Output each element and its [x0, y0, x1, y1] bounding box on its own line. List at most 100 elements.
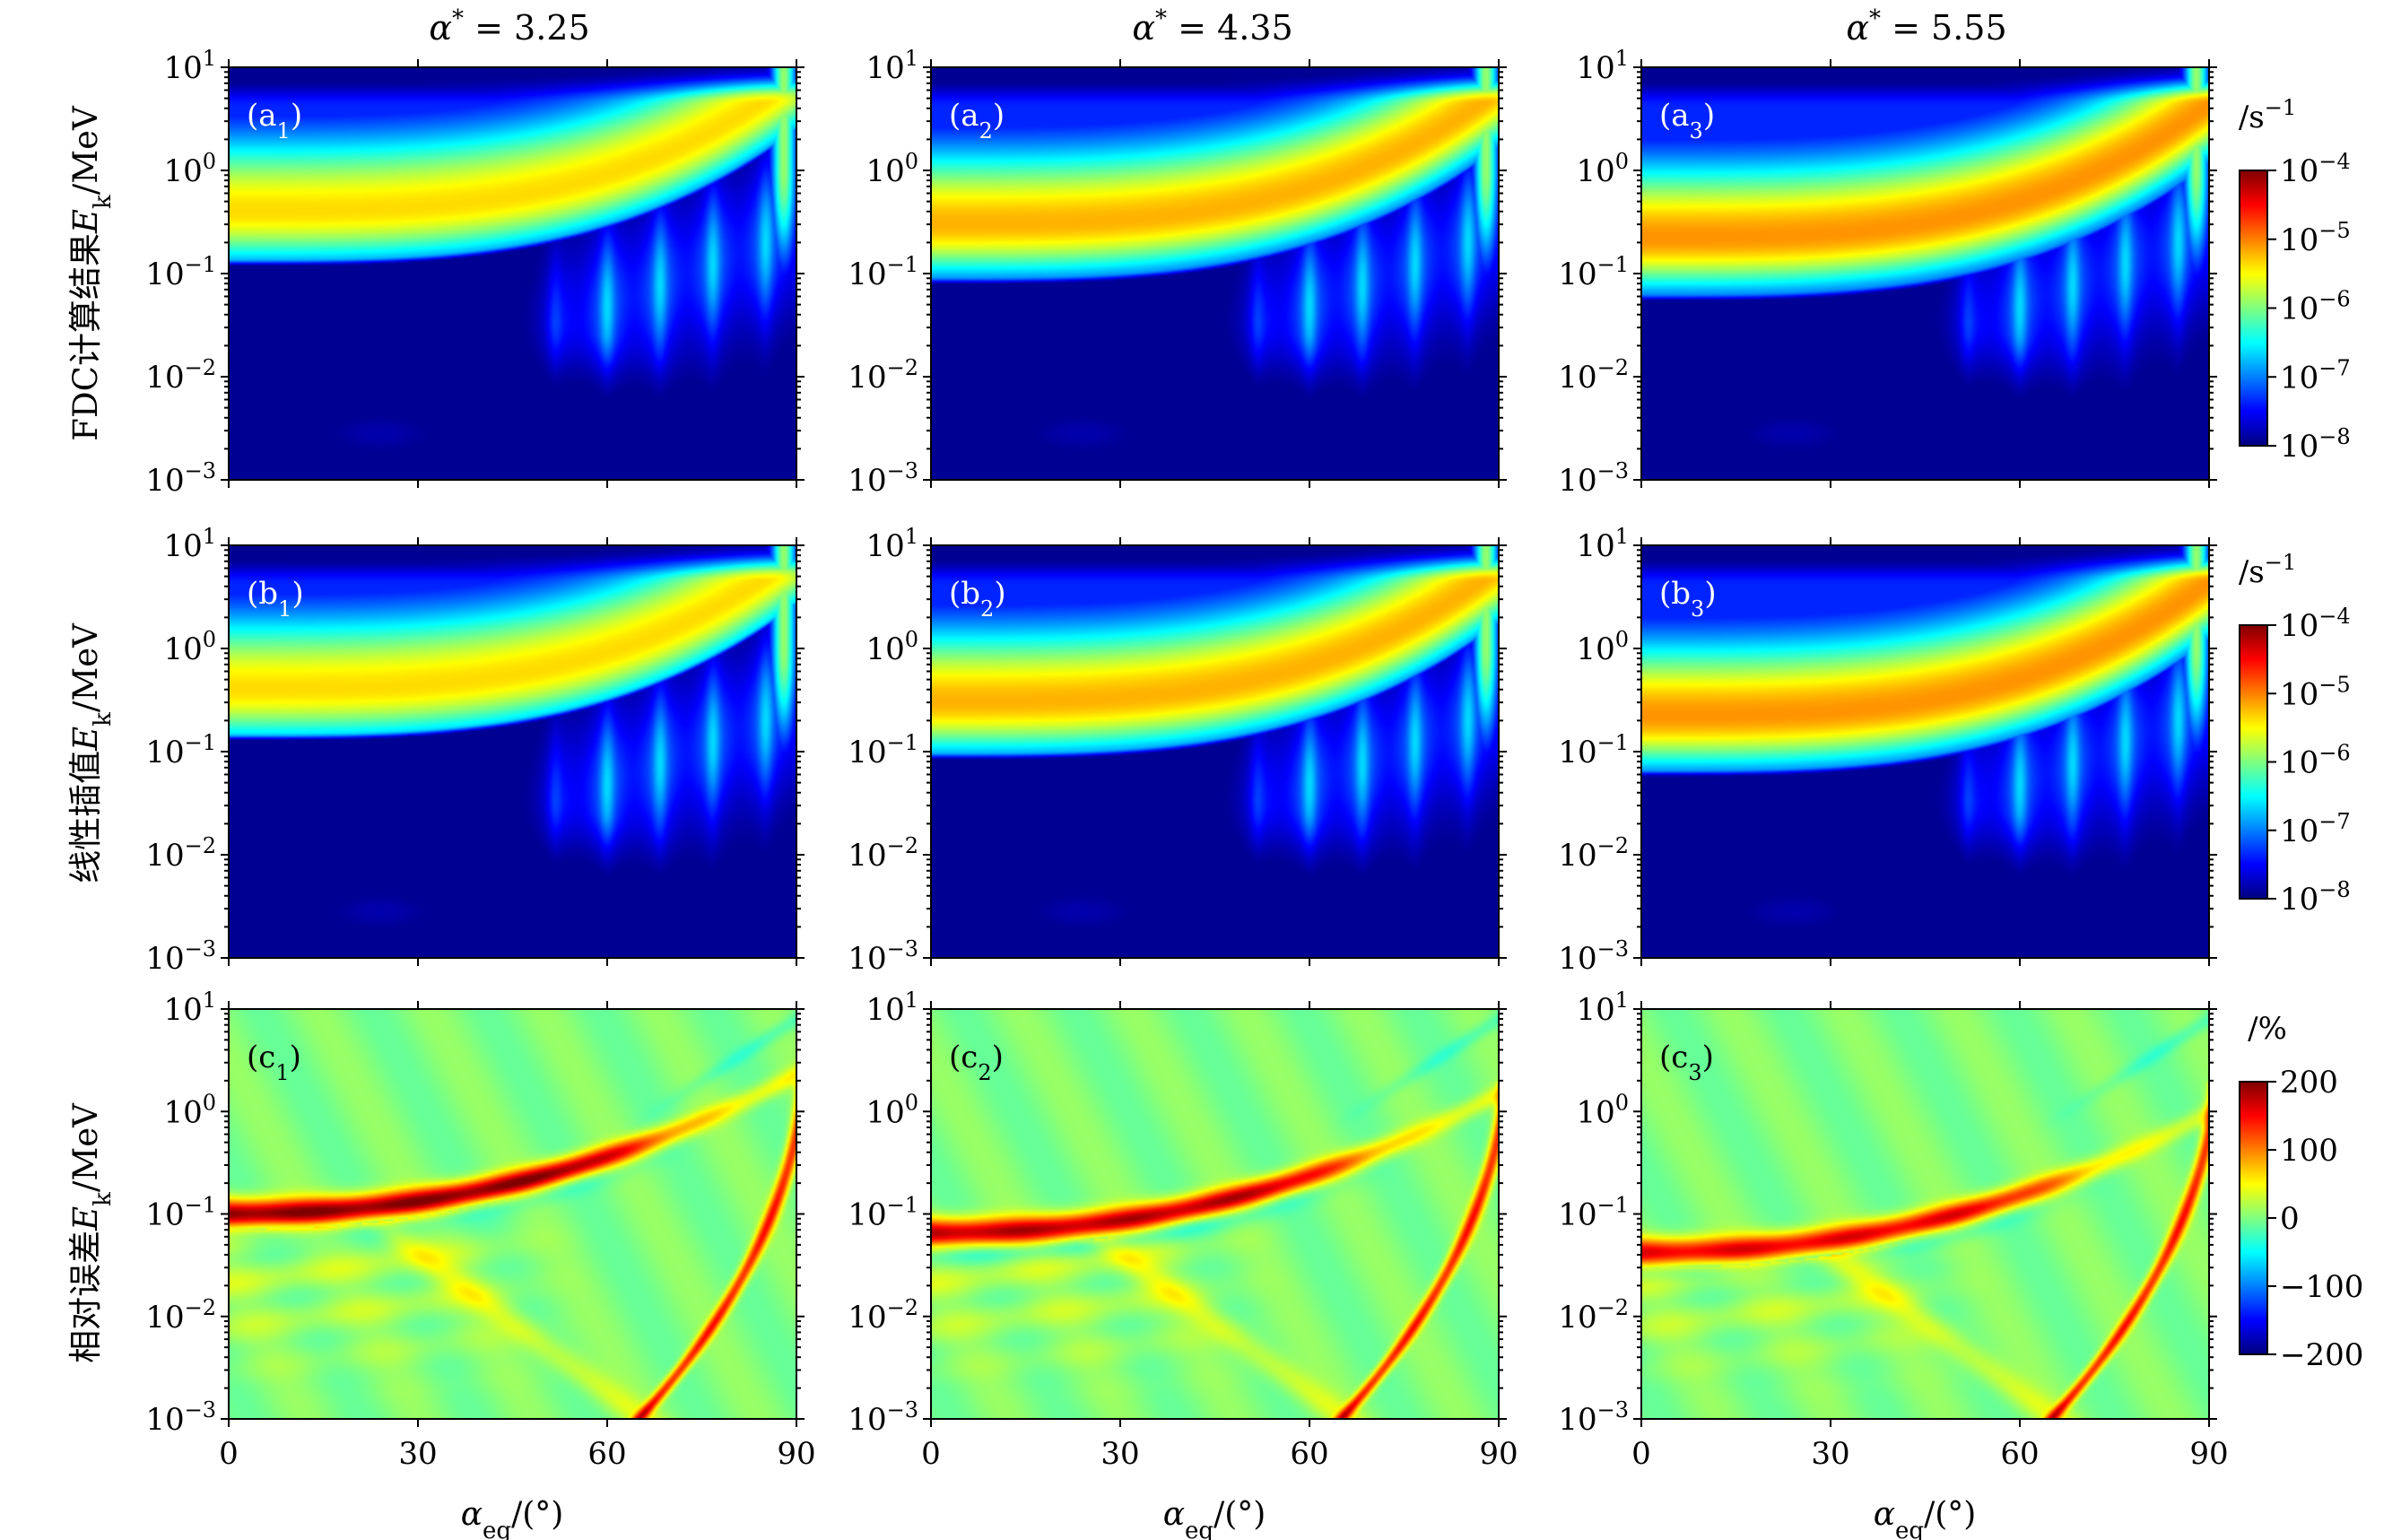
colorbar-tick-label: 10−7 — [2280, 355, 2351, 396]
y-tick-label: 10−2 — [1558, 1295, 1629, 1336]
y-tick-label: 10−3 — [848, 936, 918, 977]
y-tick-label: 10−3 — [1558, 458, 1629, 499]
x-axis-label-1: αeq/(°) — [461, 1496, 564, 1540]
y-tick-label: 10−3 — [145, 458, 216, 499]
y-tick-label: 10−2 — [848, 833, 918, 874]
heatmap-a1 — [229, 67, 796, 480]
heatmap-c1 — [229, 1009, 796, 1419]
heatmap-c2 — [931, 1009, 1499, 1419]
y-tick-label: 10−2 — [848, 1295, 918, 1336]
y-tick-label: 100 — [1576, 149, 1629, 189]
y-tick-label: 10−1 — [848, 1193, 918, 1233]
y-tick-label: 10−3 — [145, 1397, 216, 1438]
y-tick-label: 100 — [163, 149, 216, 189]
row-label-linear: 线性插值Ek/MeV — [66, 622, 117, 883]
y-tick-label: 100 — [1576, 627, 1629, 667]
panel-c2: (c2) — [930, 1008, 1500, 1420]
panel-a1: (a1) — [228, 66, 797, 481]
y-tick-label: 100 — [1576, 1090, 1629, 1130]
row-label-fdc: FDC计算结果Ek/MeV — [66, 105, 117, 441]
x-tick-label: 60 — [1290, 1436, 1328, 1472]
y-tick-label: 101 — [163, 988, 216, 1028]
colorbar-tick-label: 10−4 — [2280, 149, 2351, 189]
column-title-2: α* = 4.35 — [1132, 5, 1292, 48]
colorbar-tick-label: 10−8 — [2280, 424, 2351, 465]
x-tick-label: 90 — [1479, 1436, 1518, 1472]
colorbar-tick-label: 10−5 — [2280, 218, 2351, 258]
x-tick-label: 90 — [2189, 1436, 2228, 1472]
y-tick-label: 10−1 — [145, 730, 216, 770]
x-tick-label: 30 — [1100, 1436, 1139, 1472]
y-tick-label: 10−1 — [1558, 730, 1629, 770]
y-tick-label: 100 — [163, 627, 216, 667]
y-tick-label: 100 — [866, 1090, 918, 1130]
colorbar-tick-label: 10−6 — [2280, 741, 2351, 781]
x-tick-label: 0 — [921, 1436, 941, 1472]
panel-a2: (a2) — [930, 66, 1500, 481]
x-tick-label: 60 — [2000, 1436, 2039, 1472]
colorbar-tick-label: 200 — [2280, 1065, 2338, 1101]
colorbar-unit-label: /s−1 — [2239, 95, 2296, 135]
y-tick-label: 101 — [163, 46, 216, 86]
panel-c3: (c3) — [1640, 1008, 2210, 1420]
y-tick-label: 10−3 — [848, 1397, 918, 1438]
colorbar-tick-label: 10−6 — [2280, 287, 2351, 327]
panel-b2: (b2) — [930, 544, 1500, 959]
y-tick-label: 10−2 — [1558, 833, 1629, 874]
heatmap-b1 — [229, 545, 796, 958]
colorbar-tick-label: −100 — [2280, 1269, 2363, 1305]
y-tick-label: 101 — [1576, 988, 1629, 1028]
heatmap-c3 — [1641, 1009, 2209, 1419]
y-tick-label: 101 — [866, 46, 918, 86]
y-tick-label: 10−1 — [1558, 1193, 1629, 1233]
colorbar-3-gradient — [2239, 1081, 2268, 1355]
y-tick-label: 10−1 — [848, 252, 918, 292]
panel-b3: (b3) — [1640, 544, 2210, 959]
heatmap-b3 — [1641, 545, 2209, 958]
colorbar-tick-label: 10−4 — [2280, 604, 2351, 644]
x-tick-label: 60 — [587, 1436, 626, 1472]
colorbar-2-gradient — [2239, 624, 2268, 900]
y-tick-label: 10−1 — [1558, 252, 1629, 292]
x-axis-label-3: αeq/(°) — [1874, 1496, 1977, 1540]
x-tick-label: 30 — [1811, 1436, 1849, 1472]
colorbar-1-gradient — [2239, 170, 2268, 447]
column-title-3: α* = 5.55 — [1846, 5, 2006, 48]
x-tick-label: 90 — [777, 1436, 815, 1472]
x-axis-label-2: αeq/(°) — [1163, 1496, 1266, 1540]
y-tick-label: 10−3 — [1558, 936, 1629, 977]
panel-c1: (c1) — [228, 1008, 797, 1420]
y-tick-label: 101 — [163, 524, 216, 564]
heatmap-a3 — [1641, 67, 2209, 480]
heatmap-b2 — [931, 545, 1499, 958]
y-tick-label: 101 — [866, 524, 918, 564]
colorbar-3 — [2239, 1081, 2268, 1355]
colorbar-tick-label: −200 — [2280, 1337, 2363, 1373]
colorbar-tick-label: 0 — [2280, 1201, 2300, 1237]
colorbar-tick-label: 10−8 — [2280, 877, 2351, 918]
y-tick-label: 10−1 — [848, 730, 918, 770]
row-label-error: 相对误差Ek/MeV — [66, 1102, 117, 1363]
panel-a3: (a3) — [1640, 66, 2210, 481]
y-tick-label: 10−2 — [848, 355, 918, 396]
y-tick-label: 10−2 — [145, 833, 216, 874]
colorbar-unit-label: /% — [2248, 1011, 2287, 1047]
y-tick-label: 10−3 — [145, 936, 216, 977]
colorbar-tick-label: 100 — [2280, 1133, 2338, 1169]
y-tick-label: 10−2 — [1558, 355, 1629, 396]
y-tick-label: 100 — [866, 149, 918, 189]
y-tick-label: 100 — [163, 1090, 216, 1130]
colorbar-unit-label: /s−1 — [2239, 550, 2296, 590]
panel-b1: (b1) — [228, 544, 797, 959]
heatmap-a2 — [931, 67, 1499, 480]
y-tick-label: 10−1 — [145, 252, 216, 292]
x-tick-label: 0 — [1631, 1436, 1651, 1472]
y-tick-label: 10−2 — [145, 1295, 216, 1336]
y-tick-label: 100 — [866, 627, 918, 667]
y-tick-label: 10−1 — [145, 1193, 216, 1233]
x-tick-label: 30 — [398, 1436, 437, 1472]
x-tick-label: 0 — [219, 1436, 239, 1472]
y-tick-label: 10−2 — [145, 355, 216, 396]
column-title-1: α* = 3.25 — [429, 5, 589, 48]
